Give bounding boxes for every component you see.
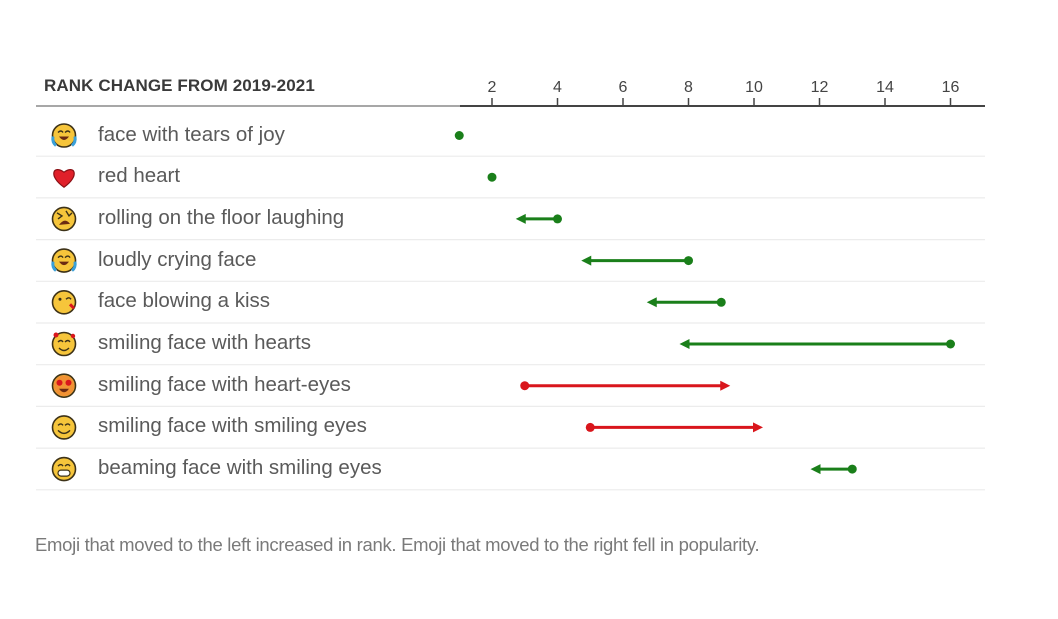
heart-eyes-emoji-icon: [51, 373, 77, 399]
row-label: red heart: [98, 164, 181, 188]
start-rank-dot: [847, 464, 857, 474]
row-label: smiling face with heart-eyes: [98, 372, 351, 396]
tears-of-joy-emoji-icon: [51, 123, 77, 148]
start-rank-dot: [585, 422, 595, 432]
rank-change-row: [646, 297, 726, 308]
eyes: [57, 423, 71, 426]
tears: [51, 261, 77, 272]
chart-title: RANK CHANGE FROM 2019-2021: [44, 76, 315, 95]
tears: [51, 136, 77, 147]
face-circle: [51, 123, 77, 148]
rank-change-row: [515, 213, 562, 224]
heart: [70, 333, 76, 339]
row-label: loudly crying face: [98, 247, 257, 271]
row-label: face blowing a kiss: [98, 289, 271, 313]
beaming-face-emoji-icon: [51, 456, 77, 482]
mouth: [59, 136, 69, 140]
rank-change-row: [454, 131, 464, 140]
mouth: [57, 429, 71, 435]
unchanged-dot: [454, 131, 464, 140]
face-circle: [51, 415, 77, 440]
rank-change-row: [487, 172, 497, 182]
x-tick-label: 16: [942, 79, 960, 96]
start-rank-dot: [946, 339, 955, 349]
loudly-crying-emoji-icon: [51, 248, 77, 273]
eyes: [57, 463, 71, 467]
face-circle: [51, 289, 77, 315]
rank-change-row: [581, 255, 693, 266]
heart-shape: [53, 169, 75, 188]
rofl-emoji-icon: [51, 206, 77, 232]
x-tick-label: 4: [553, 79, 562, 96]
eyes: [57, 130, 71, 134]
smiling-hearts-emoji-icon: [51, 331, 77, 357]
start-rank-dot: [684, 256, 693, 266]
face-circle: [51, 456, 77, 482]
x-tick-label: 8: [684, 79, 693, 96]
rank-change-row: [585, 422, 763, 433]
face-circle: [51, 331, 77, 357]
rank-change-row: [520, 380, 731, 391]
blowing-kiss-emoji-icon: [51, 289, 77, 315]
mouth: [59, 261, 69, 266]
start-rank-dot: [520, 381, 530, 391]
eye: [58, 297, 62, 301]
row-separators: [36, 155, 985, 491]
eyes: [56, 210, 73, 220]
smiling-eyes-emoji-icon: [51, 415, 77, 440]
unchanged-dot: [487, 172, 497, 182]
heart-eye: [65, 379, 72, 386]
end-rank-arrowhead: [810, 464, 821, 475]
end-rank-arrowhead: [753, 422, 763, 433]
face-circle: [51, 248, 77, 273]
face-fill: [53, 375, 75, 397]
mouth: [59, 388, 69, 393]
row-label: face with tears of joy: [98, 122, 285, 146]
kiss-heart: [68, 303, 76, 310]
rank-change-row: [810, 464, 857, 475]
row-label: smiling face with smiling eyes: [98, 414, 367, 438]
row-label: rolling on the floor laughing: [98, 205, 345, 229]
end-rank-arrowhead: [646, 297, 657, 308]
red-heart-emoji-icon: [53, 169, 75, 188]
teeth: [57, 469, 71, 477]
x-tick-label: 2: [488, 79, 497, 96]
rank-change-row: [679, 339, 955, 349]
row-label: beaming face with smiling eyes: [98, 456, 382, 480]
eyes: [57, 339, 71, 343]
end-rank-arrowhead: [679, 339, 690, 349]
rank-change-marks: [454, 131, 955, 475]
heart: [53, 332, 59, 338]
face-circle: [51, 206, 77, 232]
start-rank-dot: [716, 297, 726, 307]
wink: [65, 297, 72, 300]
mouth: [58, 347, 70, 352]
heart-eye: [56, 379, 63, 386]
emoji-icons: [51, 123, 77, 482]
mouth: [59, 220, 70, 225]
x-tick-label: 14: [876, 79, 894, 96]
end-rank-arrowhead: [515, 213, 526, 224]
x-tick-label: 10: [745, 79, 763, 96]
x-tick-label: 6: [619, 79, 628, 96]
start-rank-dot: [553, 214, 562, 224]
chart-annotation: Emoji that moved to the left increased i…: [35, 534, 760, 555]
eyes: [57, 255, 71, 259]
row-label: smiling face with hearts: [98, 331, 312, 354]
x-tick-label: 12: [811, 79, 829, 96]
end-rank-arrowhead: [581, 255, 592, 266]
x-axis: 2 4 6 8 10 12 14 16: [36, 79, 985, 107]
end-rank-arrowhead: [720, 380, 731, 391]
